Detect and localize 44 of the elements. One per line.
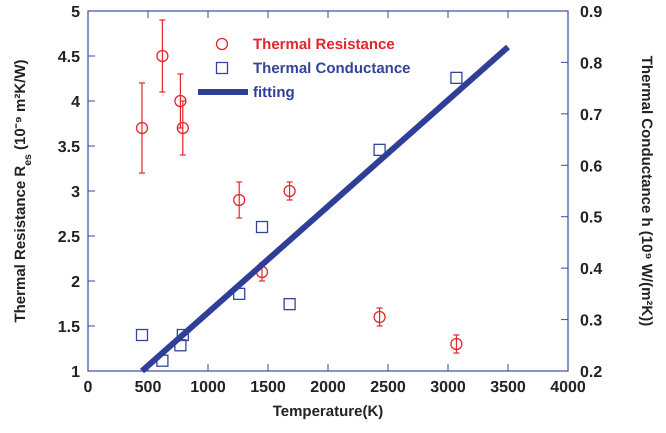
y-tick-label: 1 — [71, 364, 80, 381]
x-tick-label: 500 — [134, 379, 162, 396]
x-tick-label: 3500 — [490, 379, 526, 396]
y-tick-label: 5 — [71, 4, 80, 21]
x-tick-label: 0 — [84, 379, 93, 396]
y2-tick-label: 0.6 — [580, 158, 602, 176]
y2-tick-label: 0.4 — [580, 261, 602, 278]
y-tick-label: 3 — [71, 184, 80, 201]
y2-tick-label: 0.3 — [580, 312, 602, 330]
x-tick-label: 2500 — [370, 379, 406, 396]
point — [283, 184, 296, 198]
y2-tick-label: 0.9 — [580, 4, 602, 21]
y2-tick-label: 0.5 — [580, 210, 602, 227]
point — [174, 94, 187, 108]
y2-tick-label: 0.2 — [580, 364, 602, 381]
y-tick-label: 2 — [71, 274, 80, 291]
point — [450, 338, 463, 350]
x-tick-label: 1000 — [190, 379, 226, 396]
x-tick-label: 2000 — [310, 379, 346, 396]
x-tick-label: 4000 — [550, 379, 586, 396]
legend-label: fitting — [253, 84, 295, 101]
y-tick-label: 4 — [71, 94, 80, 111]
point — [233, 194, 246, 206]
point — [256, 220, 268, 234]
y2-tick-label: 0.7 — [580, 106, 602, 124]
point — [136, 122, 148, 134]
x-axis-title: Temperature(K) — [272, 403, 384, 420]
point — [136, 328, 148, 342]
y-tick-label: 3.5 — [58, 139, 80, 156]
point — [373, 144, 386, 156]
point — [283, 298, 296, 310]
y-tick-label: 1.5 — [58, 319, 80, 336]
y2-axis-title: Thermal Conductance h (10⁹ W/(m²K)) — [638, 56, 655, 326]
legend-label: Thermal Resistance — [253, 36, 395, 53]
x-tick-label: 1500 — [250, 379, 286, 396]
point — [176, 122, 189, 134]
point — [373, 310, 386, 324]
point — [156, 50, 169, 62]
x-tick-label: 3000 — [430, 379, 466, 396]
y-tick-label: 4.5 — [58, 49, 80, 66]
y2-tick-label: 0.8 — [580, 55, 602, 72]
y-tick-label: 2.5 — [58, 229, 80, 246]
point — [450, 72, 463, 84]
legend-label: Thermal Conductance — [253, 60, 411, 77]
